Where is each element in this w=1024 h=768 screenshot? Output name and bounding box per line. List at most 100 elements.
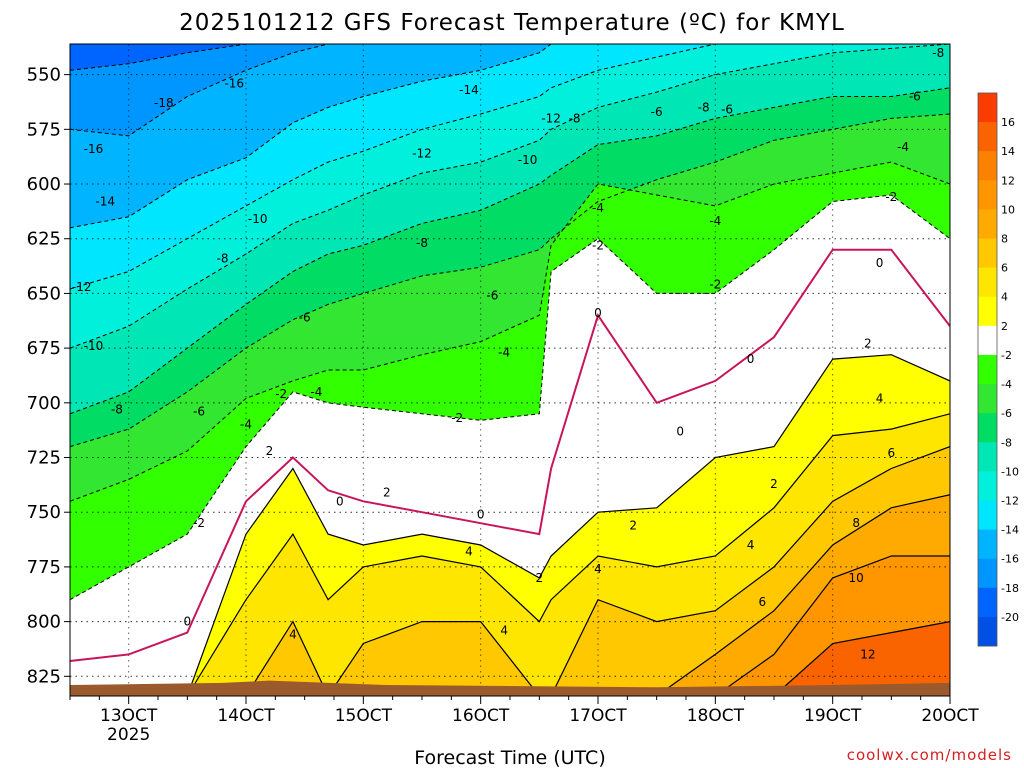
contour-label: -8 <box>217 251 229 265</box>
isotherm--16 <box>70 44 950 137</box>
contour-label: 0 <box>336 494 344 508</box>
colorbar-frame <box>977 92 998 647</box>
y-tick-label: 725 <box>27 448 61 469</box>
contour-label: -4 <box>709 214 721 228</box>
contour-label: 4 <box>289 628 297 642</box>
y-axis: 550 575 600 625 650 675 700 725 750 775 800 825 <box>27 65 70 687</box>
colorbar-label: -4 <box>1001 378 1012 391</box>
contour-label: 4 <box>465 545 473 559</box>
colorbar-label: -6 <box>1001 407 1012 420</box>
contour-label: -2 <box>275 387 287 401</box>
contour-label: 6 <box>758 595 766 609</box>
terrain-ground <box>70 680 950 696</box>
colorbar-swatch <box>978 180 997 210</box>
y-tick-label: 700 <box>27 393 61 414</box>
colorbar-swatch <box>978 238 997 269</box>
colorbar-swatch <box>978 587 997 618</box>
contour-label: 0 <box>594 306 602 320</box>
y-tick-label: 775 <box>27 557 61 578</box>
contour-label: 0 <box>747 352 755 366</box>
contour-label: 10 <box>848 571 863 585</box>
contour-label: -4 <box>498 345 510 359</box>
isotherm-2 <box>70 354 950 696</box>
contour-label: -6 <box>909 90 921 104</box>
y-tick-label: 750 <box>27 502 61 523</box>
colorbar-label: -16 <box>1001 553 1019 566</box>
contour-label: -6 <box>299 310 311 324</box>
contour-label: -18 <box>154 96 174 110</box>
colorbar-swatch <box>978 500 997 531</box>
x-tick-label: 20OCT <box>921 706 979 726</box>
y-tick-label: 600 <box>27 174 61 195</box>
isotherm--12 <box>70 44 950 290</box>
terrain-layer <box>70 680 950 696</box>
isotherm-8 <box>70 494 950 696</box>
contour-label: 0 <box>876 256 884 270</box>
y-tick-label: 575 <box>27 119 61 140</box>
contour-label: -10 <box>518 153 538 167</box>
contour-label: 2 <box>770 477 778 491</box>
isotherm--18 <box>70 44 950 71</box>
colorbar-swatch <box>978 325 997 356</box>
colorbar-label: 14 <box>1001 145 1015 158</box>
contour-label: 4 <box>876 391 884 405</box>
x-tick-label: 19OCT <box>804 706 862 726</box>
contour-label: -6 <box>721 103 733 117</box>
colorbar-label: 2 <box>1001 320 1008 333</box>
contour-label: 0 <box>477 507 485 521</box>
contour-label: -8 <box>698 100 710 114</box>
isotherm-4 <box>70 413 950 696</box>
x-tick-label: 13OCT <box>100 706 158 726</box>
contour-label: 4 <box>594 562 602 576</box>
contour-label: 4 <box>500 623 508 637</box>
x-tick-label: 18OCT <box>687 706 745 726</box>
isotherm-6 <box>70 446 950 696</box>
y-tick-label: 800 <box>27 612 61 633</box>
contour-label: -2 <box>885 190 897 204</box>
temp-band-8 <box>70 494 950 696</box>
colorbar-swatch <box>978 413 997 443</box>
colorbar-swatch <box>978 354 997 385</box>
colorbar-label: -20 <box>1001 611 1019 624</box>
contour-label: -6 <box>193 405 205 419</box>
temp-band-6 <box>70 446 950 696</box>
colorbar-swatch <box>978 442 997 472</box>
contour-label: 2 <box>629 518 637 532</box>
colorbar-label: 16 <box>1001 116 1015 129</box>
colorbar-label: -10 <box>1001 465 1019 478</box>
colorbar-label: -18 <box>1001 582 1019 595</box>
colorbar-swatch <box>978 529 997 560</box>
contour-label: -6 <box>651 105 663 119</box>
contour-label: -14 <box>95 195 115 209</box>
contour-label: 2 <box>266 444 274 458</box>
y-tick-label: 650 <box>27 283 61 304</box>
colorbar-label: -12 <box>1001 494 1019 507</box>
plot-area: -18-16-16-14-14-12-12-12-10-10-10-8-8-8-… <box>70 44 950 696</box>
x-tick-label: 15OCT <box>335 706 393 726</box>
x-tick-label: 16OCT <box>452 706 510 726</box>
contour-label: -4 <box>897 140 909 154</box>
colorbar-swatch <box>978 151 997 181</box>
colorbar: 16 14 12 10 8 6 4 2 -2 -4 -6 -8 -10 -12 -14 -16 -18 -20 <box>977 92 1019 647</box>
contour-label: -2 <box>193 516 205 530</box>
contour-label: 0 <box>184 615 192 629</box>
isotherm--8 <box>70 87 950 415</box>
contour-label: 6 <box>888 446 896 460</box>
grid-lines <box>70 44 950 696</box>
colorbar-swatch <box>978 616 997 647</box>
contour-label: -4 <box>592 201 604 215</box>
contour-label: 8 <box>852 516 860 530</box>
contour-label: -8 <box>111 402 123 416</box>
isotherm-lines <box>70 44 950 696</box>
colorbar-swatch <box>978 471 997 501</box>
contour-label: -8 <box>932 46 944 60</box>
y-tick-label: 550 <box>27 65 61 86</box>
contour-label: -10 <box>84 339 104 353</box>
x-tick-label: 17OCT <box>569 706 627 726</box>
contour-label: -8 <box>569 111 581 125</box>
credit-text[interactable]: coolwx.com/models <box>847 746 1012 764</box>
isotherm-0 <box>70 248 950 662</box>
contour-label: -2 <box>592 238 604 252</box>
colorbar-label: -14 <box>1001 524 1019 537</box>
